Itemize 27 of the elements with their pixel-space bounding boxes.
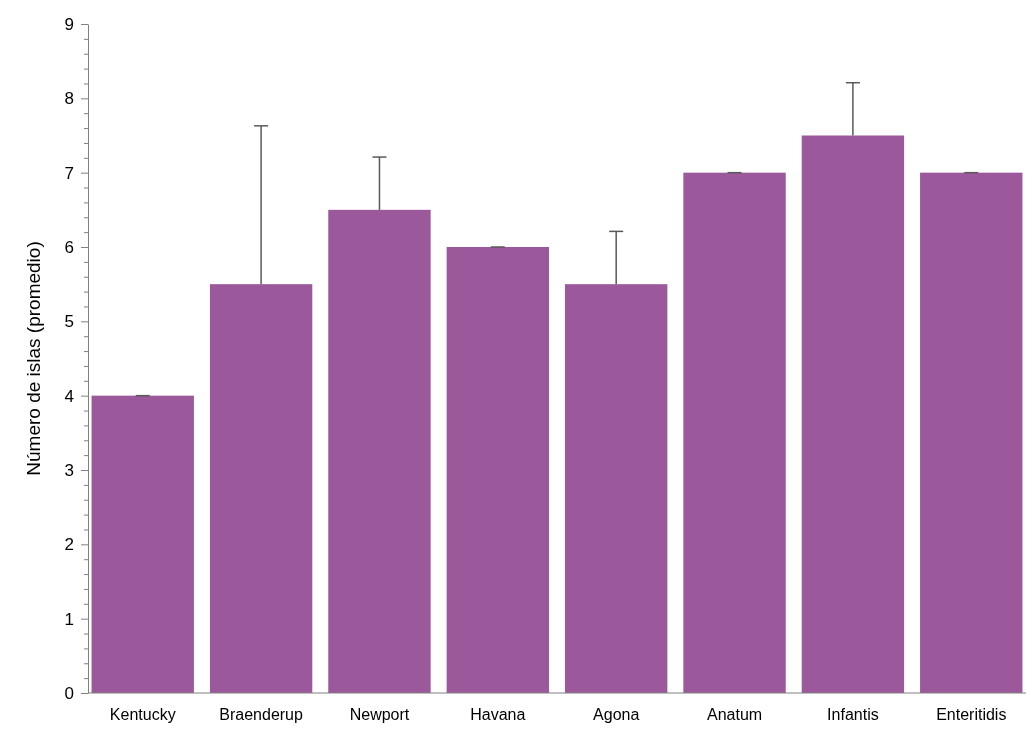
y-tick-label: 5	[64, 312, 74, 332]
y-tick-label: 6	[64, 237, 74, 257]
x-tick-label: Infantis	[827, 706, 879, 723]
bar	[801, 135, 905, 693]
x-tick-label: Kentucky	[109, 706, 176, 723]
y-tick-label: 1	[64, 609, 74, 629]
x-tick-label: Braenderup	[219, 706, 304, 723]
bar	[91, 395, 194, 693]
bar	[328, 209, 431, 693]
bar	[920, 172, 1023, 693]
y-tick-label: 9	[64, 14, 74, 34]
x-tick-label: Agona	[593, 706, 640, 723]
y-tick-label: 0	[64, 683, 74, 703]
y-tick-label: 3	[64, 460, 74, 480]
bar	[683, 172, 786, 693]
y-tick-label: 7	[64, 163, 74, 183]
bar	[209, 284, 313, 693]
bar	[446, 247, 550, 693]
y-axis-title: Número de islas (promedio)	[23, 241, 44, 476]
x-tick-label: Havana	[470, 706, 526, 723]
y-tick-label: 2	[64, 535, 74, 555]
y-tick-label: 4	[64, 386, 74, 406]
x-tick-label: Enteritidis	[936, 706, 1007, 723]
x-tick-label: Newport	[349, 706, 410, 723]
y-tick-label: 8	[64, 89, 74, 109]
x-tick-label: Anatum	[706, 706, 763, 723]
bar	[564, 284, 668, 693]
